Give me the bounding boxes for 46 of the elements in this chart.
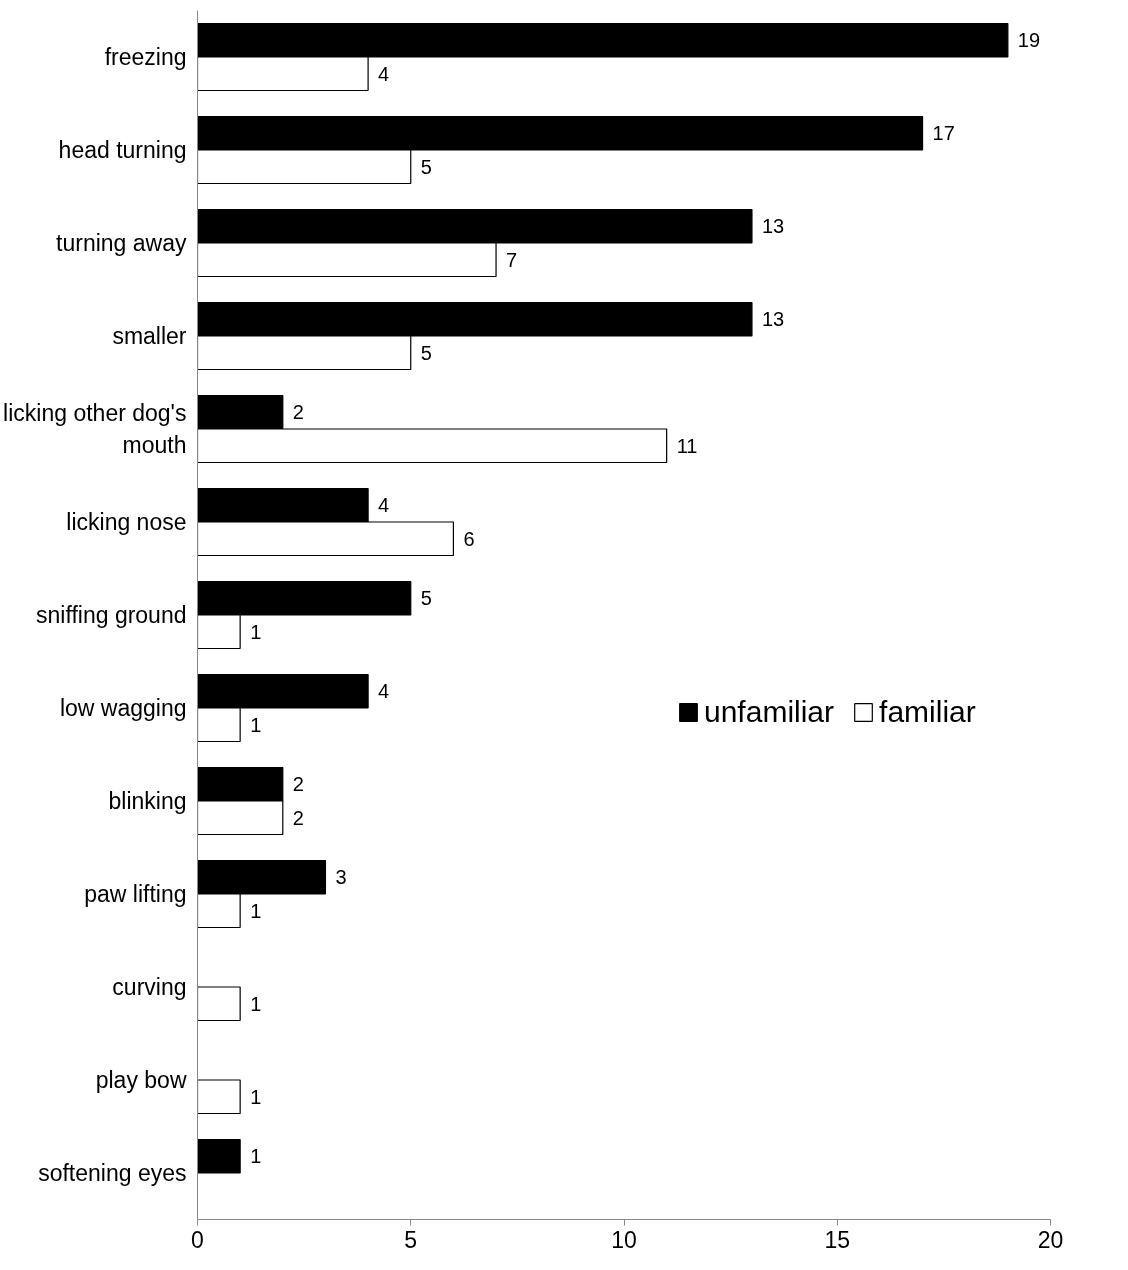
data-label: 3 [335,866,347,889]
bar [197,1079,241,1115]
data-label: 2 [292,401,304,424]
data-label: 2 [292,773,304,796]
y-tick-label: paw lifting [84,881,187,907]
y-tick-label: freezing [104,44,187,70]
data-label: 1 [250,1085,262,1108]
x-tick-label: 10 [611,1226,637,1253]
x-tick-label: 20 [1037,1226,1064,1253]
data-label: 5 [420,155,432,178]
data-label: 1 [250,620,262,643]
y-tick-label: play bow [95,1067,187,1093]
x-tick-label: 15 [824,1226,851,1253]
data-label: 2 [292,806,304,829]
y-tick-label: low wagging [59,695,187,721]
data-label: 4 [378,494,390,517]
y-tick-label: curving [112,974,187,1000]
y-tick-label: sniffing ground [36,602,187,628]
y-tick-label: blinking [108,788,187,814]
bar [197,1138,241,1174]
data-label: 7 [506,248,518,271]
y-tick-label: smaller [112,323,187,349]
data-label: 5 [420,587,432,610]
data-label: 11 [676,434,698,457]
bar [197,986,241,1022]
data-label: 4 [378,62,390,85]
data-label: 6 [463,527,475,550]
data-label: 19 [1017,29,1041,52]
x-tick-label: 5 [404,1226,418,1253]
y-tick-label: licking other dog's mouth [3,400,187,458]
data-label: 5 [420,341,432,364]
y-tick-label: softening eyes [38,1160,187,1186]
data-label: 17 [932,122,955,145]
y-tick-label: head turning [58,137,187,163]
legend-label: unfamiliar [704,695,835,729]
x-tick-label: 0 [191,1226,204,1253]
data-label: 1 [250,1145,262,1168]
data-label: 1 [250,899,262,922]
data-label: 1 [250,992,262,1015]
legend-label: familiar [879,695,976,729]
data-label: 13 [761,308,785,331]
data-label: 4 [378,680,390,703]
y-tick-label: turning away [56,230,187,256]
y-tick-label: licking nose [66,509,187,535]
data-label: 13 [761,215,785,238]
data-label: 1 [250,713,262,736]
